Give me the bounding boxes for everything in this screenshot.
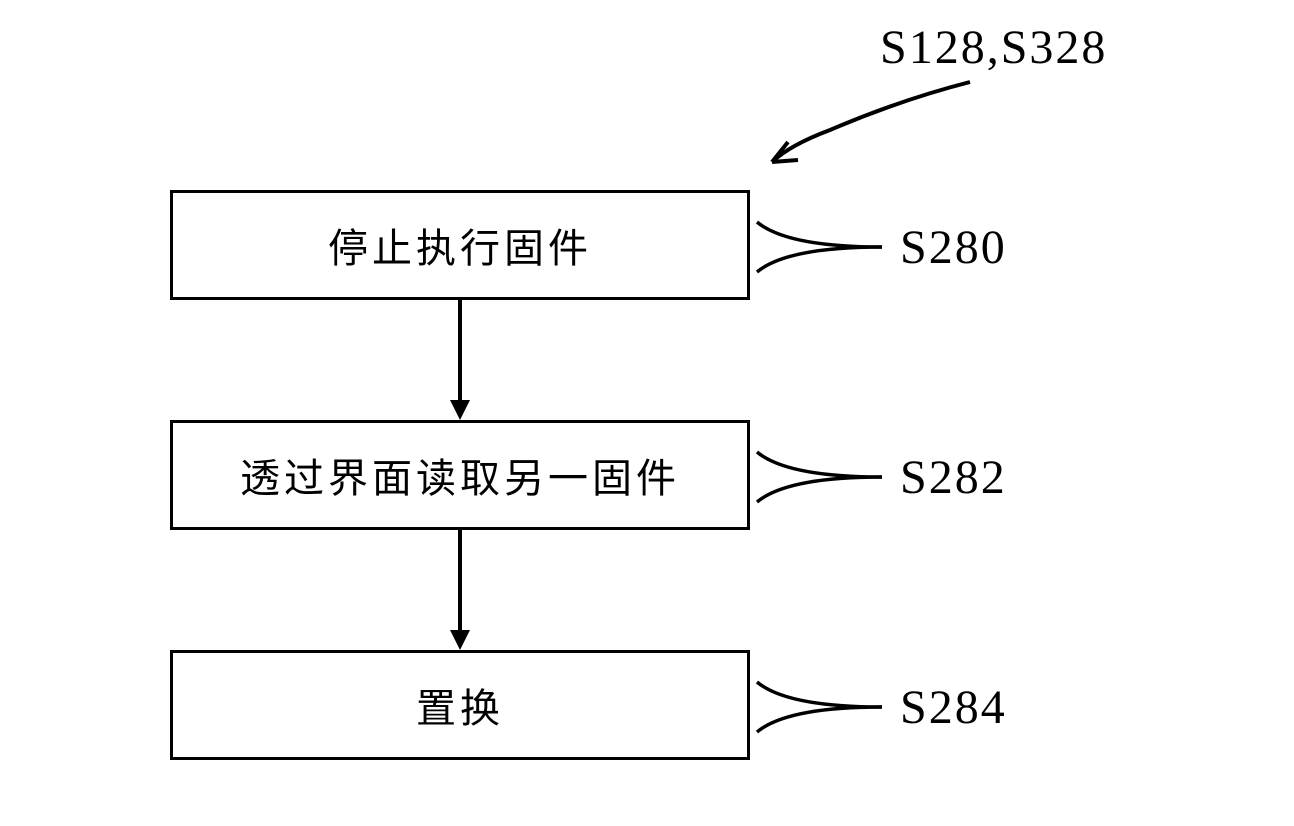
step-label-s284: S284 xyxy=(900,680,1007,735)
bracket-connector-3 xyxy=(752,672,892,747)
flowchart-node-replace: 置换 xyxy=(170,650,750,760)
node-text: 置换 xyxy=(416,676,504,734)
